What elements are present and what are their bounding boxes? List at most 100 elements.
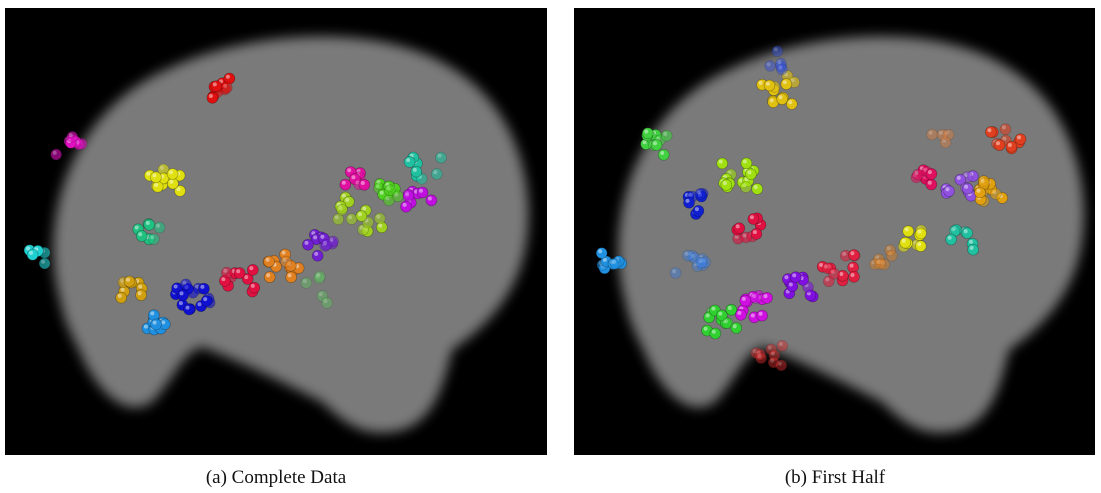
sphere-highlight xyxy=(41,260,45,264)
sphere xyxy=(136,290,147,301)
sphere-highlight xyxy=(764,294,768,298)
sphere xyxy=(946,234,957,245)
sphere xyxy=(658,149,669,160)
sphere xyxy=(765,61,776,72)
sphere xyxy=(336,204,347,215)
sphere-highlight xyxy=(283,258,287,262)
sphere-highlight xyxy=(758,354,762,358)
sphere xyxy=(150,172,161,183)
sphere xyxy=(301,277,312,288)
sphere xyxy=(777,340,788,351)
sphere-highlight xyxy=(179,301,183,305)
sphere-highlight xyxy=(313,235,317,239)
sphere-highlight xyxy=(348,215,352,219)
sphere xyxy=(944,186,955,197)
sphere-highlight xyxy=(736,224,740,228)
sphere-highlight xyxy=(342,181,346,185)
sphere-highlight xyxy=(335,215,339,219)
sphere-highlight xyxy=(777,60,781,64)
sphere-highlight xyxy=(612,260,616,264)
sphere-highlight xyxy=(138,291,142,295)
sphere-highlight xyxy=(29,251,33,255)
sphere xyxy=(750,292,761,303)
sphere-highlight xyxy=(774,47,778,51)
sphere-highlight xyxy=(902,239,906,243)
sphere xyxy=(740,182,751,193)
caption: (a) Complete Data xyxy=(206,467,347,488)
sphere xyxy=(786,99,797,110)
sphere xyxy=(790,272,801,283)
sphere xyxy=(740,295,751,306)
sphere xyxy=(670,268,681,279)
sphere-highlight xyxy=(338,206,342,210)
sphere xyxy=(915,241,926,252)
sphere-highlight xyxy=(362,207,366,211)
sphere xyxy=(436,152,447,163)
sphere xyxy=(116,292,127,303)
sphere xyxy=(198,283,209,294)
sphere xyxy=(979,178,990,189)
sphere-highlight xyxy=(728,306,732,310)
sphere-highlight xyxy=(784,275,788,279)
sphere xyxy=(1006,141,1017,152)
sphere-highlight xyxy=(824,265,828,269)
sphere-highlight xyxy=(138,232,142,236)
sphere-highlight xyxy=(706,314,710,318)
sphere-highlight xyxy=(759,312,763,316)
sphere-highlight xyxy=(403,203,407,207)
sphere xyxy=(752,183,763,194)
sphere xyxy=(340,179,351,190)
sphere-highlight xyxy=(1002,137,1006,141)
sphere xyxy=(221,267,232,278)
sphere-highlight xyxy=(770,98,774,102)
sphere xyxy=(152,181,163,192)
sphere-highlight xyxy=(644,130,648,134)
sphere xyxy=(136,231,147,242)
sphere-highlight xyxy=(324,299,328,303)
sphere-highlight xyxy=(182,281,186,285)
sphere xyxy=(67,131,78,142)
sphere xyxy=(781,79,792,90)
sphere-highlight xyxy=(120,279,124,283)
sphere-highlight xyxy=(598,249,602,253)
sphere xyxy=(745,169,756,180)
sphere-highlight xyxy=(376,215,380,219)
sphere-highlight xyxy=(948,236,952,240)
sphere-highlight xyxy=(695,207,699,211)
sphere xyxy=(247,264,258,275)
page: {"figure": {"panels": [{"caption": "(a) … xyxy=(0,0,1101,493)
sphere-highlight xyxy=(905,227,909,231)
sphere-highlight xyxy=(767,62,771,66)
sphere xyxy=(926,179,937,190)
sphere-highlight xyxy=(743,234,747,238)
sphere-highlight xyxy=(992,190,996,194)
sphere xyxy=(417,187,428,198)
sphere-highlight xyxy=(200,285,204,289)
sphere xyxy=(776,64,787,75)
sphere-highlight xyxy=(360,226,364,230)
sphere xyxy=(885,245,896,256)
sphere-highlight xyxy=(751,314,755,318)
sphere-highlight xyxy=(789,283,793,287)
sphere xyxy=(322,297,333,308)
sphere xyxy=(426,195,437,206)
sphere xyxy=(900,237,911,248)
sphere-highlight xyxy=(118,294,122,298)
sphere-highlight xyxy=(753,230,757,234)
sphere xyxy=(281,256,292,267)
sphere xyxy=(314,271,325,282)
sphere-highlight xyxy=(314,252,318,256)
sphere xyxy=(968,244,979,255)
sphere-highlight xyxy=(428,197,432,201)
sphere xyxy=(829,268,840,279)
sphere-highlight xyxy=(697,190,701,194)
sphere xyxy=(167,169,178,180)
sphere xyxy=(346,214,357,225)
sphere-highlight xyxy=(288,273,292,277)
sphere-highlight xyxy=(223,269,227,273)
sphere xyxy=(710,328,721,339)
sphere-highlight xyxy=(385,196,389,200)
sphere-highlight xyxy=(704,327,708,331)
sphere xyxy=(404,156,415,167)
sphere xyxy=(27,249,38,260)
